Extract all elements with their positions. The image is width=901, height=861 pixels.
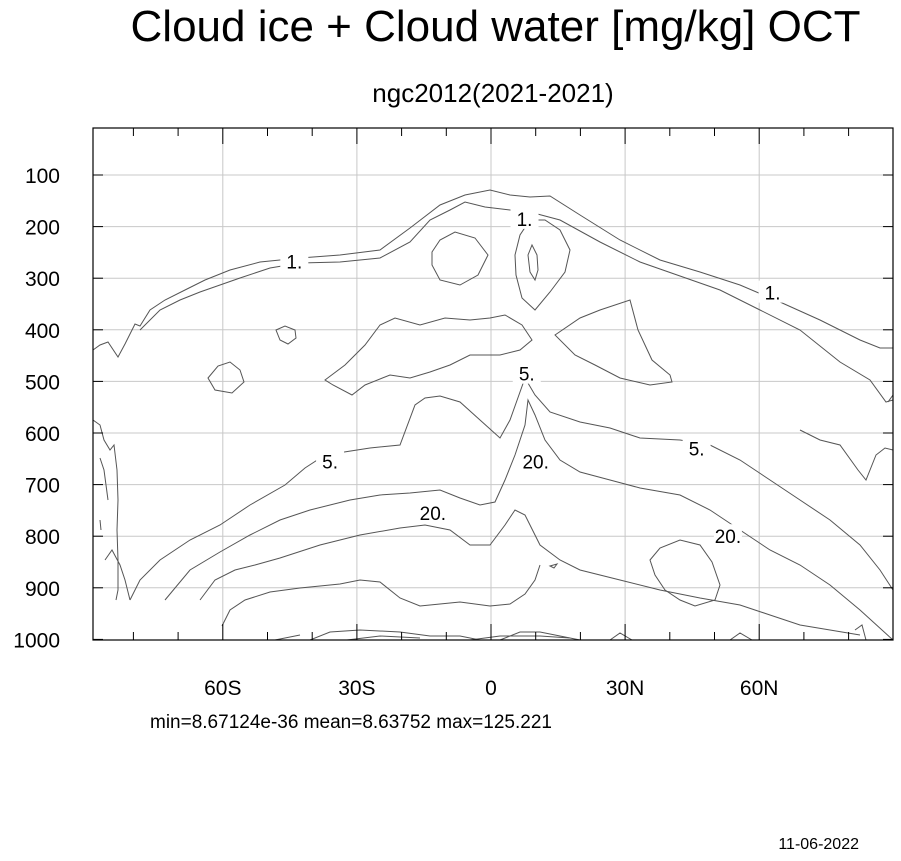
- contour-line: [275, 325, 297, 345]
- stats-text: min=8.67124e-36 mean=8.63752 max=125.221: [150, 712, 552, 733]
- contour-line: [129, 376, 894, 601]
- contour-line: [346, 635, 571, 641]
- contour-line: [887, 394, 894, 403]
- contour-line: [92, 419, 119, 601]
- contour-label-bg: [758, 280, 787, 303]
- contour-label-bg: [512, 361, 541, 384]
- contour-line: [274, 624, 867, 641]
- contour-line: [99, 519, 102, 531]
- y-tick-label: 200: [25, 217, 60, 240]
- contour-line: [554, 299, 673, 386]
- x-tick-label: 60S: [204, 677, 241, 700]
- y-tick-label: 1000: [13, 629, 60, 652]
- chart-title: Cloud ice + Cloud water [mg/kg] OCT: [130, 2, 861, 51]
- y-tick-label: 300: [25, 268, 60, 291]
- contour-line: [164, 398, 894, 641]
- contour-line: [548, 563, 559, 569]
- y-tick-labels: 100 200 300 400 500 600 700 800 900 1000: [13, 165, 60, 652]
- chart-subtitle: ngc2012(2021-2021): [372, 78, 614, 108]
- gridlines: [93, 128, 893, 640]
- contour-label: 5.: [322, 452, 338, 473]
- contour-label: 5.: [519, 365, 535, 386]
- contour-label-bg: [418, 500, 447, 523]
- contour-line: [799, 429, 894, 481]
- contour-line: [324, 314, 533, 396]
- contour-label: 20.: [522, 452, 548, 473]
- contour-label-bg: [682, 436, 711, 459]
- contour-line: [527, 243, 539, 282]
- y-tick-label: 100: [25, 165, 60, 188]
- contour-line: [99, 457, 109, 501]
- axis-ticks: [93, 128, 893, 640]
- contour-lines: [92, 189, 894, 641]
- contour-label: 5.: [689, 439, 705, 460]
- contour-label: 1.: [765, 284, 781, 305]
- contour-label-bg: [280, 249, 309, 272]
- contour-line: [207, 361, 245, 394]
- x-tick-label: 0: [485, 677, 497, 700]
- contour-line: [514, 219, 571, 311]
- contour-line: [104, 549, 131, 601]
- y-tick-label: 500: [25, 371, 60, 394]
- contour-label: 20.: [715, 527, 741, 548]
- x-tick-labels: 60S 30S 0 30N 60N: [204, 677, 778, 700]
- x-tick-label: 30N: [606, 677, 645, 700]
- contour-label: 20.: [420, 504, 446, 525]
- contour-line: [221, 564, 541, 627]
- y-tick-label: 800: [25, 526, 60, 549]
- contour-label-bg: [510, 206, 539, 229]
- date-text: 11-06-2022: [778, 836, 859, 853]
- plot-frame: [92, 127, 894, 641]
- y-tick-label: 600: [25, 423, 60, 446]
- contour-labels: 1. 1. 1. 5. 5. 5. 20. 20. 20.: [280, 206, 787, 548]
- contour-label-bg: [713, 524, 742, 547]
- y-tick-label: 700: [25, 475, 60, 498]
- x-tick-label: 30S: [338, 677, 375, 700]
- contour-label: 1.: [286, 253, 302, 274]
- y-tick-label: 400: [25, 320, 60, 343]
- contour-label-bg: [521, 449, 550, 472]
- contour-line: [431, 231, 489, 286]
- contour-label-bg: [316, 449, 345, 472]
- contour-line: [649, 539, 721, 607]
- y-tick-label: 900: [25, 578, 60, 601]
- contour-line: [199, 509, 861, 636]
- contour-line: [92, 189, 893, 358]
- x-tick-label: 60N: [740, 677, 779, 700]
- contour-label: 1.: [517, 210, 533, 231]
